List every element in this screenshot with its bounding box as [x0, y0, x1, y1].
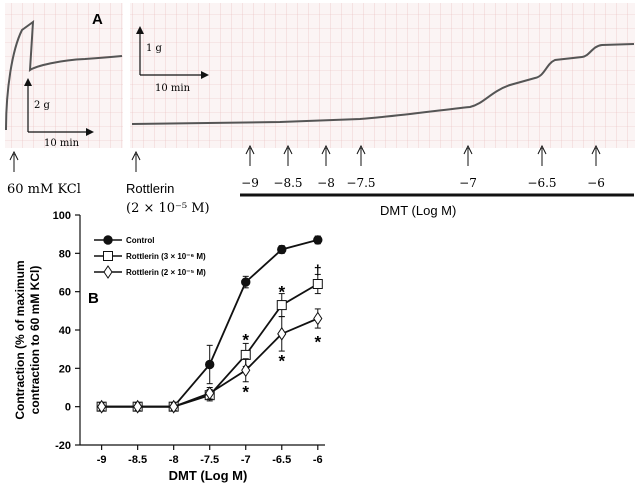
rottlerin-concentration: (2 × 10⁻⁵ M) — [126, 201, 210, 216]
legend-item-rottlerin-3-10-m: Rottlerin (3 × 10⁻⁶ M) — [94, 251, 206, 261]
y-tick-label: 20 — [59, 363, 71, 375]
legend-marker — [103, 251, 113, 261]
dose-arrow-label: −6 — [587, 176, 605, 190]
y-tick-label: -20 — [55, 440, 71, 452]
legend-marker — [103, 265, 113, 279]
dose-arrow-1: −9 — [241, 144, 259, 190]
legend-item-rottlerin-2-10-m: Rottlerin (2 × 10⁻⁵ M) — [94, 265, 206, 279]
rottlerin-arrow — [131, 150, 141, 172]
dose-arrow-7: −6 — [587, 144, 605, 190]
data-point — [169, 399, 179, 414]
kcl-trace — [5, 19, 123, 131]
data-point — [241, 363, 251, 378]
legend-label: Rottlerin (3 × 10⁻⁶ M) — [126, 252, 206, 261]
data-point — [97, 399, 107, 414]
chart-legend: Control Rottlerin (3 × 10⁻⁶ M) Rottlerin (… — [94, 235, 206, 279]
y-tick-label: 60 — [59, 287, 71, 299]
chart-series — [96, 235, 323, 414]
kcl-chart-grid — [5, 3, 123, 148]
dose-arrow-4: −7.5 — [346, 144, 376, 190]
x-tick-label: -8.5 — [128, 454, 147, 466]
significance-marker: † — [314, 262, 322, 278]
y-tick-label: 100 — [53, 210, 71, 222]
x-tick-label: -7.5 — [200, 454, 219, 466]
data-point — [277, 326, 287, 341]
y-axis-title-line-1: Contraction (% of maximum — [13, 260, 27, 419]
data-point — [313, 311, 323, 326]
y-axis-title: Contraction (% of maximum contraction to… — [13, 260, 42, 419]
kcl-scale-time: 10 min — [44, 138, 80, 149]
significance-marker: * — [242, 331, 249, 350]
legend-marker — [103, 235, 113, 245]
dose-arrow-label: −6.5 — [527, 176, 556, 190]
dose-arrow-3: −8 — [317, 144, 335, 190]
y-tick-label: 0 — [65, 402, 71, 414]
significance-marker: * — [278, 283, 285, 302]
main-scale-time: 10 min — [155, 83, 191, 94]
main-scale-force: 1 g — [146, 43, 163, 54]
dose-arrow-6: −6.5 — [527, 144, 557, 190]
chart-panel: Contraction (% of maximum contraction to… — [13, 210, 325, 483]
kcl-label: 60 mM KCl — [7, 182, 81, 197]
dose-arrow-label: −7 — [459, 176, 477, 190]
trace-panel: A 2 g 10 min 1 g 10 min — [5, 3, 635, 218]
data-point — [205, 386, 215, 401]
kcl-arrow — [9, 150, 19, 172]
dose-arrow-2: −8.5 — [273, 144, 303, 190]
dmt-bar-label: DMT (Log M) — [380, 203, 456, 218]
y-tick-label: 80 — [59, 248, 71, 260]
series-rottlerin-2-10-m — [97, 308, 323, 414]
x-axis-title: DMT (Log M) — [169, 468, 248, 483]
dmt-trace — [131, 43, 635, 125]
rottlerin-label: Rottlerin — [126, 181, 174, 196]
y-tick-label: 40 — [59, 325, 71, 337]
dose-arrow-group: −9 −8.5 −8 −7.5 −7 −6.5 −6 — [241, 144, 605, 190]
panel-label-b: B — [88, 290, 99, 307]
significance-marker: * — [242, 382, 249, 401]
legend-item-control: Control — [94, 235, 154, 245]
x-tick-label: -6 — [313, 454, 323, 466]
x-tick-label: -9 — [97, 454, 107, 466]
data-point — [313, 235, 323, 245]
series-control — [96, 235, 323, 412]
x-tick-label: -8 — [169, 454, 179, 466]
kcl-scale-bar — [24, 78, 94, 136]
data-point — [133, 399, 143, 414]
main-scale-bar — [136, 26, 209, 79]
x-tick-label: -7 — [241, 454, 251, 466]
dose-arrow-label: −7.5 — [346, 176, 375, 190]
significance-marker: * — [278, 352, 285, 371]
chart-axes: -20 0 20 40 60 80 100 -9 -8.5 -8 -7.5 -7 -6.5 -6 — [53, 210, 325, 466]
panel-label-a: A — [92, 11, 103, 28]
kcl-scale-force: 2 g — [34, 100, 51, 111]
data-point — [277, 244, 287, 255]
dose-arrow-label: −8 — [317, 176, 335, 190]
dose-arrow-5: −7 — [459, 144, 477, 190]
chart-annotations: * * * * † * — [242, 262, 321, 402]
data-point — [241, 277, 251, 287]
significance-marker: * — [314, 333, 321, 352]
legend-label: Control — [126, 236, 154, 245]
dose-arrow-label: −9 — [241, 176, 259, 190]
data-point — [312, 279, 323, 289]
x-tick-label: -6.5 — [272, 454, 291, 466]
data-point — [205, 359, 215, 370]
legend-label: Rottlerin (2 × 10⁻⁵ M) — [126, 268, 206, 277]
data-point — [240, 349, 251, 360]
y-axis-title-line-2: contraction to 60 mM KCl) — [28, 266, 42, 415]
data-point — [276, 300, 287, 311]
dose-arrow-label: −8.5 — [273, 176, 302, 190]
